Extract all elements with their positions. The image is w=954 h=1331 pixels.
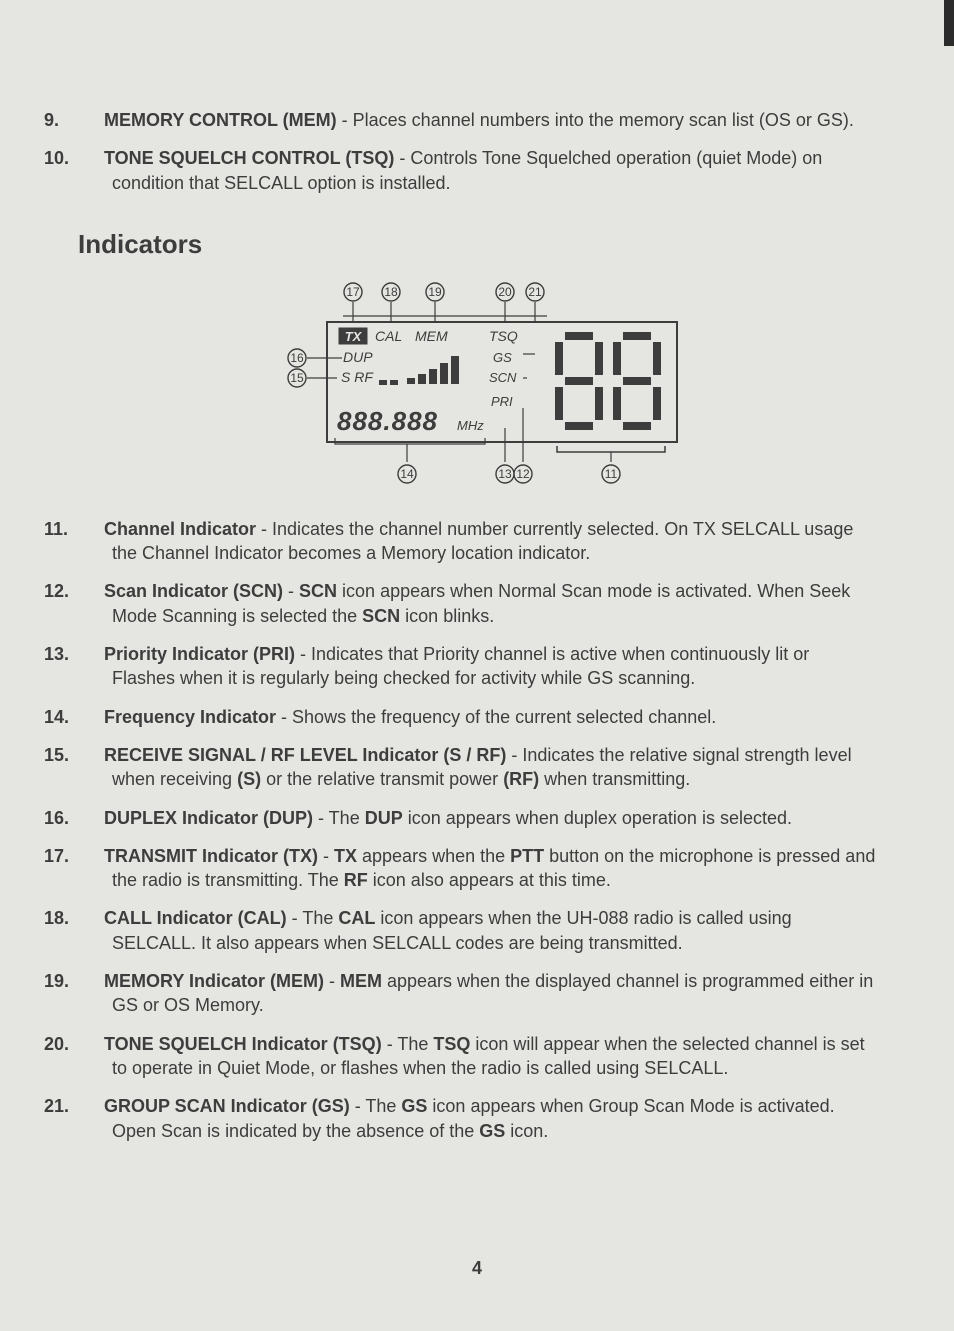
svg-text:S RF: S RF — [341, 369, 374, 385]
list-item: 21. GROUP SCAN Indicator (GS) - The GS i… — [78, 1094, 876, 1143]
item-number: 20. — [78, 1032, 104, 1056]
item-number: 11. — [78, 517, 104, 541]
svg-text:17: 17 — [346, 285, 360, 299]
item-title: Channel Indicator — [104, 519, 256, 539]
svg-text:20: 20 — [498, 285, 512, 299]
item-title: DUPLEX Indicator (DUP) — [104, 808, 313, 828]
svg-text:13: 13 — [498, 467, 512, 481]
svg-text:GS: GS — [493, 350, 512, 365]
bottom-item-list: 11. Channel Indicator - Indicates the ch… — [78, 517, 876, 1143]
svg-text:PRI: PRI — [491, 394, 513, 409]
svg-text:14: 14 — [400, 467, 414, 481]
list-item: 11. Channel Indicator - Indicates the ch… — [78, 517, 876, 566]
list-item: 12. Scan Indicator (SCN) - SCN icon appe… — [78, 579, 876, 628]
item-title: RECEIVE SIGNAL / RF LEVEL Indicator (S /… — [104, 745, 506, 765]
item-number: 9. — [78, 108, 104, 132]
scan-edge-artifact — [944, 0, 954, 46]
svg-text:19: 19 — [428, 285, 442, 299]
item-number: 12. — [78, 579, 104, 603]
page-number: 4 — [0, 1258, 954, 1279]
svg-text:16: 16 — [290, 351, 304, 365]
top-item-list: 9. MEMORY CONTROL (MEM) - Places channel… — [78, 108, 876, 195]
list-item: 9. MEMORY CONTROL (MEM) - Places channel… — [78, 108, 876, 132]
item-number: 14. — [78, 705, 104, 729]
item-number: 17. — [78, 844, 104, 868]
lcd-svg: 17 18 19 20 21 16 15 14 13 12 11 CAL MEM TSQ DUP GS S… — [257, 278, 697, 488]
lcd-diagram: 17 18 19 20 21 16 15 14 13 12 11 CAL MEM TSQ DUP GS S… — [78, 278, 876, 493]
item-number: 10. — [78, 146, 104, 170]
item-number: 16. — [78, 806, 104, 830]
svg-text:888.888: 888.888 — [337, 406, 438, 436]
svg-text:SCN: SCN — [489, 370, 517, 385]
item-title: TONE SQUELCH Indicator (TSQ) — [104, 1034, 382, 1054]
item-number: 21. — [78, 1094, 104, 1118]
svg-text:MEM: MEM — [415, 328, 448, 344]
svg-text:15: 15 — [290, 371, 304, 385]
section-heading-indicators: Indicators — [78, 229, 876, 260]
svg-text:TX: TX — [345, 329, 363, 344]
item-title: MEMORY CONTROL (MEM) — [104, 110, 337, 130]
item-number: 19. — [78, 969, 104, 993]
list-item: 13. Priority Indicator (PRI) - Indicates… — [78, 642, 876, 691]
list-item: 19. MEMORY Indicator (MEM) - MEM appears… — [78, 969, 876, 1018]
svg-text:11: 11 — [605, 467, 618, 481]
item-description: - The DUP icon appears when duplex opera… — [313, 808, 792, 828]
item-number: 18. — [78, 906, 104, 930]
list-item: 10. TONE SQUELCH CONTROL (TSQ) - Control… — [78, 146, 876, 195]
document-page: 9. MEMORY CONTROL (MEM) - Places channel… — [0, 0, 954, 1331]
svg-text:CAL: CAL — [375, 328, 402, 344]
list-item: 20. TONE SQUELCH Indicator (TSQ) - The T… — [78, 1032, 876, 1081]
item-title: MEMORY Indicator (MEM) — [104, 971, 324, 991]
item-title: TONE SQUELCH CONTROL (TSQ) — [104, 148, 394, 168]
item-description: - Places channel numbers into the memory… — [337, 110, 854, 130]
item-title: Priority Indicator (PRI) — [104, 644, 295, 664]
item-title: Frequency Indicator — [104, 707, 276, 727]
list-item: 16. DUPLEX Indicator (DUP) - The DUP ico… — [78, 806, 876, 830]
list-item: 18. CALL Indicator (CAL) - The CAL icon … — [78, 906, 876, 955]
item-title: Scan Indicator (SCN) — [104, 581, 283, 601]
svg-text:12: 12 — [516, 467, 530, 481]
list-item: 17. TRANSMIT Indicator (TX) - TX appears… — [78, 844, 876, 893]
item-number: 13. — [78, 642, 104, 666]
svg-text:21: 21 — [528, 285, 542, 299]
svg-text:DUP: DUP — [343, 349, 373, 365]
item-number: 15. — [78, 743, 104, 767]
list-item: 15. RECEIVE SIGNAL / RF LEVEL Indicator … — [78, 743, 876, 792]
item-title: GROUP SCAN Indicator (GS) — [104, 1096, 350, 1116]
item-title: CALL Indicator (CAL) — [104, 908, 287, 928]
item-title: TRANSMIT Indicator (TX) — [104, 846, 318, 866]
list-item: 14. Frequency Indicator - Shows the freq… — [78, 705, 876, 729]
svg-text:TSQ: TSQ — [489, 328, 518, 344]
svg-text:18: 18 — [384, 285, 398, 299]
svg-text:MHz: MHz — [457, 418, 484, 433]
item-description: - Shows the frequency of the current sel… — [276, 707, 716, 727]
